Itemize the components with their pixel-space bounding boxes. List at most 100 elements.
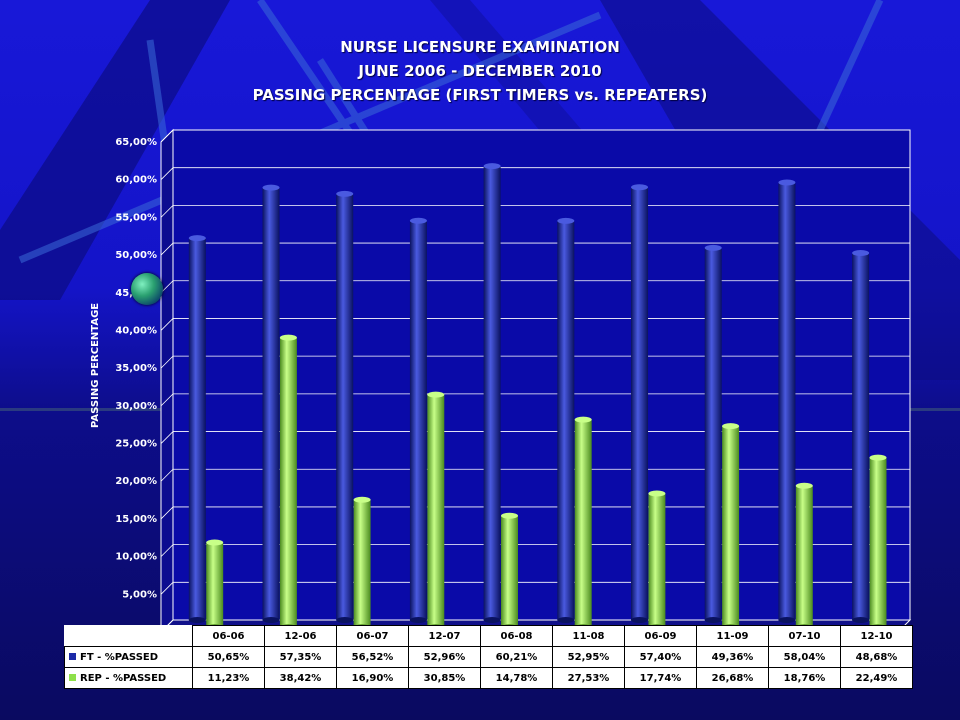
- bar-ft-top: [704, 244, 722, 251]
- table-cell: 57,40%: [624, 646, 697, 668]
- table-corner: [65, 626, 193, 647]
- category-header: 06-07: [336, 625, 409, 647]
- table-cell: 18,76%: [768, 667, 841, 689]
- bar-ft: [852, 253, 870, 620]
- table-row-rep: REP - %PASSED 11,23% 38,42% 16,90% 30,85…: [64, 667, 913, 689]
- bar-rep-top: [795, 482, 813, 489]
- bar-rep: [722, 426, 740, 628]
- gridline-side: [160, 393, 174, 407]
- y-tick-label: 5,00%: [122, 589, 157, 600]
- y-tick-label: 10,00%: [115, 552, 157, 563]
- y-tick-label: 20,00%: [115, 476, 157, 487]
- gridline-side: [160, 468, 174, 482]
- y-tick-label: 25,00%: [115, 439, 157, 450]
- bar-ft-base: [778, 617, 796, 623]
- bars: [188, 163, 887, 631]
- y-axis-label: PASSING PERCENTAGE: [90, 303, 101, 428]
- bar-rep: [427, 394, 445, 628]
- category-header: 11-09: [696, 625, 769, 647]
- series-legend-ft: FT - %PASSED: [64, 646, 193, 668]
- y-tick-label: 15,00%: [115, 514, 157, 525]
- data-table: 06-06 12-06 06-07 12-07 06-08 11-08 06-0…: [64, 625, 913, 689]
- legend-swatch-ft: [69, 653, 76, 660]
- title-line-3: PASSING PERCENTAGE (FIRST TIMERS vs. REP…: [252, 86, 708, 104]
- bar-ft-base: [336, 617, 354, 623]
- bar-ft: [483, 166, 501, 620]
- globe-icon: [131, 273, 163, 305]
- bar-ft-top: [631, 184, 649, 191]
- category-header: 07-10: [768, 625, 841, 647]
- y-tick-label: 60,00%: [115, 175, 157, 186]
- table-cell: 56,52%: [336, 646, 409, 668]
- table-cell: 16,90%: [336, 667, 409, 689]
- bar-rep-top: [869, 454, 887, 461]
- bar-rep: [648, 493, 666, 628]
- title-line-2: JUNE 2006 - DECEMBER 2010: [358, 62, 602, 80]
- bar-rep: [500, 515, 518, 628]
- table-cell: 38,42%: [264, 667, 337, 689]
- bar-rep-top: [427, 391, 445, 398]
- bar-rep-top: [500, 512, 518, 519]
- gridline-side: [160, 167, 174, 180]
- table-cell: 27,53%: [552, 667, 625, 689]
- bar-ft-base: [188, 617, 206, 623]
- gridline-side: [160, 205, 174, 218]
- bar-rep-top: [722, 423, 740, 430]
- bar-ft-top: [483, 163, 501, 170]
- bar-ft: [631, 187, 649, 621]
- bar-rep: [353, 499, 371, 628]
- bar-ft-base: [852, 617, 870, 623]
- table-cell: 48,68%: [840, 646, 913, 668]
- table-cell: 22,49%: [840, 667, 913, 689]
- gridline-side: [160, 355, 174, 369]
- bar-ft: [262, 187, 280, 620]
- y-tick-label: 30,00%: [115, 401, 157, 412]
- table-cell: 60,21%: [480, 646, 553, 668]
- y-tick-label: 40,00%: [115, 325, 157, 336]
- table-cell: 17,74%: [624, 667, 697, 689]
- gridline-side: [160, 506, 174, 520]
- table-cell: 57,35%: [264, 646, 337, 668]
- bar-ft-base: [557, 617, 575, 623]
- bar-ft-base: [631, 617, 649, 623]
- gridline-side: [160, 582, 174, 595]
- bar-ft-top: [188, 235, 206, 242]
- y-tick-label: 55,00%: [115, 212, 157, 223]
- table-cell: 49,36%: [696, 646, 769, 668]
- y-tick-label: 50,00%: [115, 250, 157, 261]
- bar-ft: [778, 182, 796, 620]
- bar-ft-base: [483, 617, 501, 623]
- bar-ft: [409, 220, 427, 621]
- series-name-rep: REP - %PASSED: [80, 672, 167, 684]
- table-row-ft: FT - %PASSED 50,65% 57,35% 56,52% 52,96%…: [64, 646, 913, 668]
- bar-ft-base: [704, 617, 722, 623]
- bar-ft: [336, 193, 354, 620]
- gridline-side: [160, 431, 174, 444]
- table-cell: 11,23%: [192, 667, 265, 689]
- bar-rep: [869, 457, 887, 628]
- bar-rep: [206, 542, 224, 628]
- bar-ft-top: [557, 217, 575, 224]
- table-cell: 52,96%: [408, 646, 481, 668]
- table-cell: 50,65%: [192, 646, 265, 668]
- bar-ft: [188, 238, 206, 620]
- bar-rep-top: [279, 334, 297, 341]
- bar-rep: [279, 337, 297, 628]
- bar-ft: [704, 247, 722, 620]
- table-cell: 58,04%: [768, 646, 841, 668]
- title-line-1: NURSE LICENSURE EXAMINATION: [340, 38, 620, 56]
- bar-rep: [795, 485, 813, 628]
- y-tick-label: 65,00%: [115, 137, 157, 148]
- bar-rep-top: [353, 496, 371, 503]
- table-cell: 14,78%: [480, 667, 553, 689]
- gridline-side: [160, 318, 174, 331]
- table-cell: 52,95%: [552, 646, 625, 668]
- y-tick-label: 35,00%: [115, 363, 157, 374]
- gridline-side: [160, 280, 174, 294]
- bar-ft-top: [852, 250, 870, 257]
- table-cell: 30,85%: [408, 667, 481, 689]
- series-name-ft: FT - %PASSED: [80, 651, 159, 663]
- gridline-side: [160, 242, 174, 256]
